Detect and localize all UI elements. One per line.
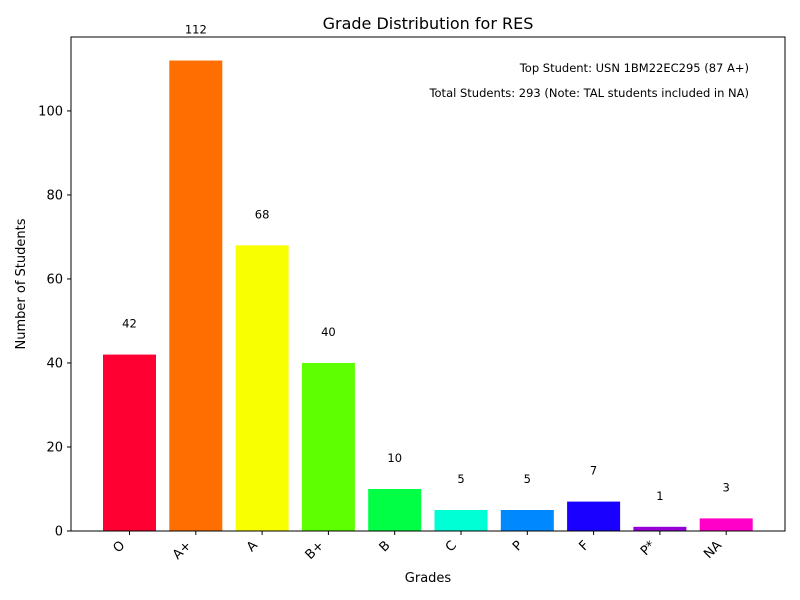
data-label-A: 68 (255, 207, 270, 221)
x-tick-label: O (110, 538, 128, 556)
y-tick-label: 60 (46, 272, 63, 287)
y-axis-label: Number of Students (14, 218, 29, 349)
y-axis-ticks: 0 20 40 60 80 100 (38, 104, 71, 540)
bar-C (434, 509, 488, 531)
data-label-B: 10 (387, 451, 402, 465)
x-tick-label: P* (638, 538, 659, 559)
bar-F (567, 501, 621, 531)
data-labels-group: 42 112 68 40 10 5 5 7 1 3 (122, 23, 730, 503)
data-label-NA: 3 (723, 480, 730, 494)
bar-B+ (301, 362, 355, 531)
x-tick-label: C (443, 538, 460, 555)
data-label-B+: 40 (321, 325, 336, 339)
data-label-P*: 1 (656, 489, 663, 503)
plot-frame (70, 36, 786, 532)
bar-A+ (169, 60, 223, 532)
y-tick-label: 40 (46, 356, 63, 371)
x-tick-label: A (244, 538, 261, 555)
chart-title: Grade Distribution for RES (323, 14, 534, 33)
x-tick-label: B+ (303, 538, 328, 563)
x-tick-label: B (377, 538, 394, 555)
data-label-F: 7 (590, 464, 597, 478)
bar-A (235, 245, 289, 531)
annotation-top-student: Top Student: USN 1BM22EC295 (87 A+) (519, 61, 749, 75)
bar-NA (699, 518, 753, 531)
y-tick-label: 80 (46, 188, 63, 203)
bar-P* (633, 526, 687, 531)
x-tick-label: A+ (170, 538, 195, 563)
x-tick-label: F (577, 538, 593, 554)
bar-B (368, 488, 422, 531)
y-tick-label: 20 (46, 440, 63, 455)
y-tick-label: 0 (55, 525, 63, 540)
annotation-total-students: Total Students: 293 (Note: TAL students … (428, 86, 749, 100)
bar-O (103, 354, 156, 531)
bars-group (103, 60, 753, 532)
x-tick-label: P (510, 538, 526, 554)
y-tick-label: 100 (38, 104, 63, 119)
data-label-C: 5 (457, 472, 464, 486)
data-label-O: 42 (122, 317, 137, 331)
data-label-A+: 112 (185, 23, 207, 37)
x-axis-ticks: O A+ A B+ B C P F P* NA (110, 531, 727, 563)
bar-P (500, 509, 554, 531)
x-tick-label: NA (701, 538, 725, 562)
x-axis-label: Grades (405, 571, 452, 586)
data-label-P: 5 (524, 472, 531, 486)
